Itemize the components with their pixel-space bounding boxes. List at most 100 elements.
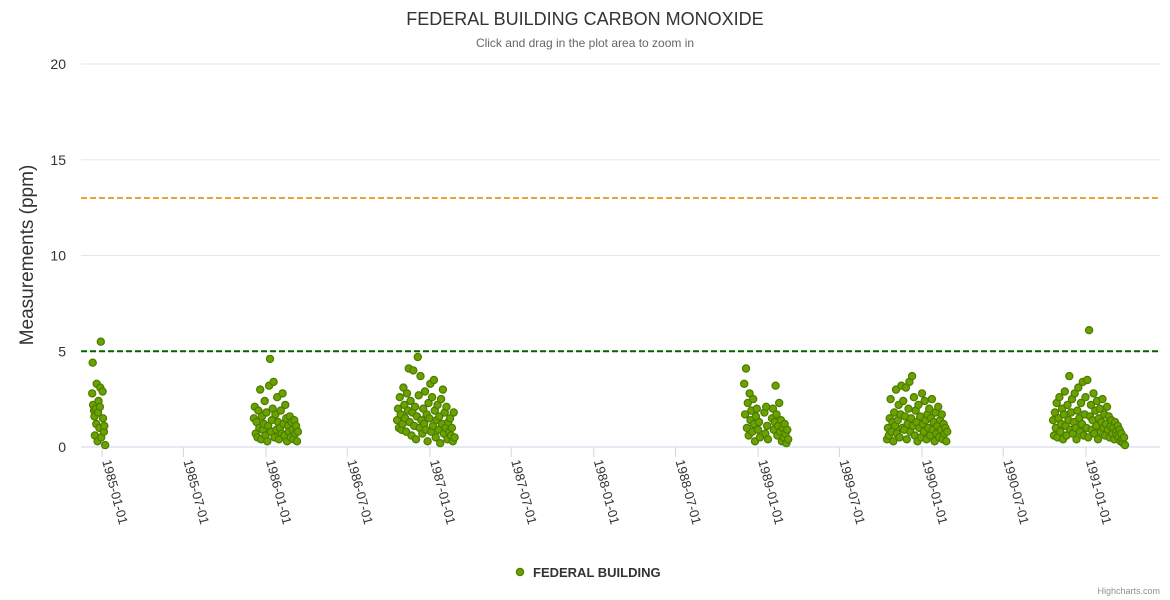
data-point[interactable] [1102,402,1112,411]
data-point[interactable] [740,410,750,419]
data-point[interactable] [262,408,271,417]
data-point[interactable] [260,396,269,406]
data-point[interactable] [1086,400,1096,410]
data-point[interactable] [1074,383,1083,392]
data-point[interactable] [447,423,457,433]
data-point[interactable] [100,440,110,450]
data-point[interactable] [1076,398,1086,408]
data-point[interactable] [763,435,773,444]
data-point[interactable] [399,383,408,392]
data-point[interactable] [95,402,105,411]
data-point[interactable] [752,404,762,413]
data-point[interactable] [445,414,455,423]
data-points[interactable] [87,326,1130,450]
data-point[interactable] [1073,406,1082,415]
data-point[interactable] [402,389,412,398]
data-point[interactable] [416,371,425,381]
data-point[interactable] [1098,394,1107,404]
data-point[interactable] [265,354,275,364]
data-point[interactable] [925,404,934,413]
data-point[interactable] [442,402,451,411]
data-point[interactable] [293,427,303,436]
data-point[interactable] [98,414,108,423]
data-point[interactable] [927,394,937,404]
data-point[interactable] [920,396,929,406]
data-point[interactable] [88,358,97,367]
data-point[interactable] [414,391,423,400]
data-point[interactable] [784,435,793,444]
data-point[interactable] [1083,433,1093,442]
data-point[interactable] [741,364,751,373]
data-point[interactable] [1119,433,1129,442]
data-point[interactable] [753,425,763,434]
data-point[interactable] [937,410,947,419]
data-point[interactable] [427,393,437,402]
data-point[interactable] [902,435,912,444]
data-point[interactable] [909,393,919,402]
data-point[interactable] [783,425,792,434]
data-point[interactable] [1081,393,1090,402]
data-point[interactable] [899,396,908,406]
data-point[interactable] [740,379,749,388]
data-point[interactable] [895,433,904,442]
data-point[interactable] [1063,400,1072,410]
data-point[interactable] [1050,408,1060,417]
data-point[interactable] [1055,393,1064,402]
legend-label[interactable]: FEDERAL BUILDING [533,565,661,580]
data-point[interactable] [438,385,448,394]
data-point[interactable] [775,398,784,408]
legend[interactable]: FEDERAL BUILDING [515,565,661,580]
data-point[interactable] [1070,389,1079,398]
data-point[interactable] [420,387,430,396]
data-point[interactable] [1065,371,1074,381]
data-point[interactable] [762,402,771,411]
data-point[interactable] [431,433,440,442]
data-point[interactable] [1072,435,1081,444]
data-point[interactable] [889,437,898,446]
data-point[interactable] [87,389,97,398]
data-point[interactable] [449,408,458,417]
data-point[interactable] [254,406,263,415]
data-point[interactable] [276,406,285,415]
data-point[interactable] [450,433,459,442]
data-point[interactable] [917,389,927,398]
data-point[interactable] [943,427,952,436]
data-point[interactable] [436,394,446,404]
data-point[interactable] [886,394,895,404]
data-point[interactable] [424,398,433,408]
data-point[interactable] [96,337,106,346]
data-point[interactable] [281,400,290,410]
data-point[interactable] [754,417,764,427]
data-point[interactable] [425,414,434,423]
data-point[interactable] [406,396,415,406]
data-point[interactable] [1083,375,1092,385]
data-point[interactable] [256,385,265,394]
data-point[interactable] [771,381,780,390]
data-point[interactable] [1089,389,1098,398]
data-point[interactable] [762,421,772,431]
data-point[interactable] [1120,440,1130,450]
data-point[interactable] [436,439,445,448]
data-point[interactable] [269,377,278,387]
data-point[interactable] [942,437,951,446]
data-point[interactable] [278,389,287,398]
data-point[interactable] [423,437,432,446]
data-point[interactable] [429,375,439,385]
data-point[interactable] [395,393,404,402]
data-point[interactable] [772,410,781,419]
data-point[interactable] [934,402,943,411]
data-point[interactable] [914,400,923,410]
data-point[interactable] [433,400,442,410]
data-point[interactable] [1093,435,1103,444]
data-point[interactable] [904,404,913,413]
data-point[interactable] [1060,387,1070,396]
data-point[interactable] [907,371,917,381]
data-point[interactable] [100,421,109,431]
data-point[interactable] [98,387,107,396]
data-point[interactable] [1084,326,1094,335]
data-point[interactable] [410,402,420,411]
data-point[interactable] [292,437,302,446]
data-point[interactable] [409,366,418,375]
data-point[interactable] [263,437,272,446]
credits-link[interactable]: Highcharts.com [1097,586,1160,596]
